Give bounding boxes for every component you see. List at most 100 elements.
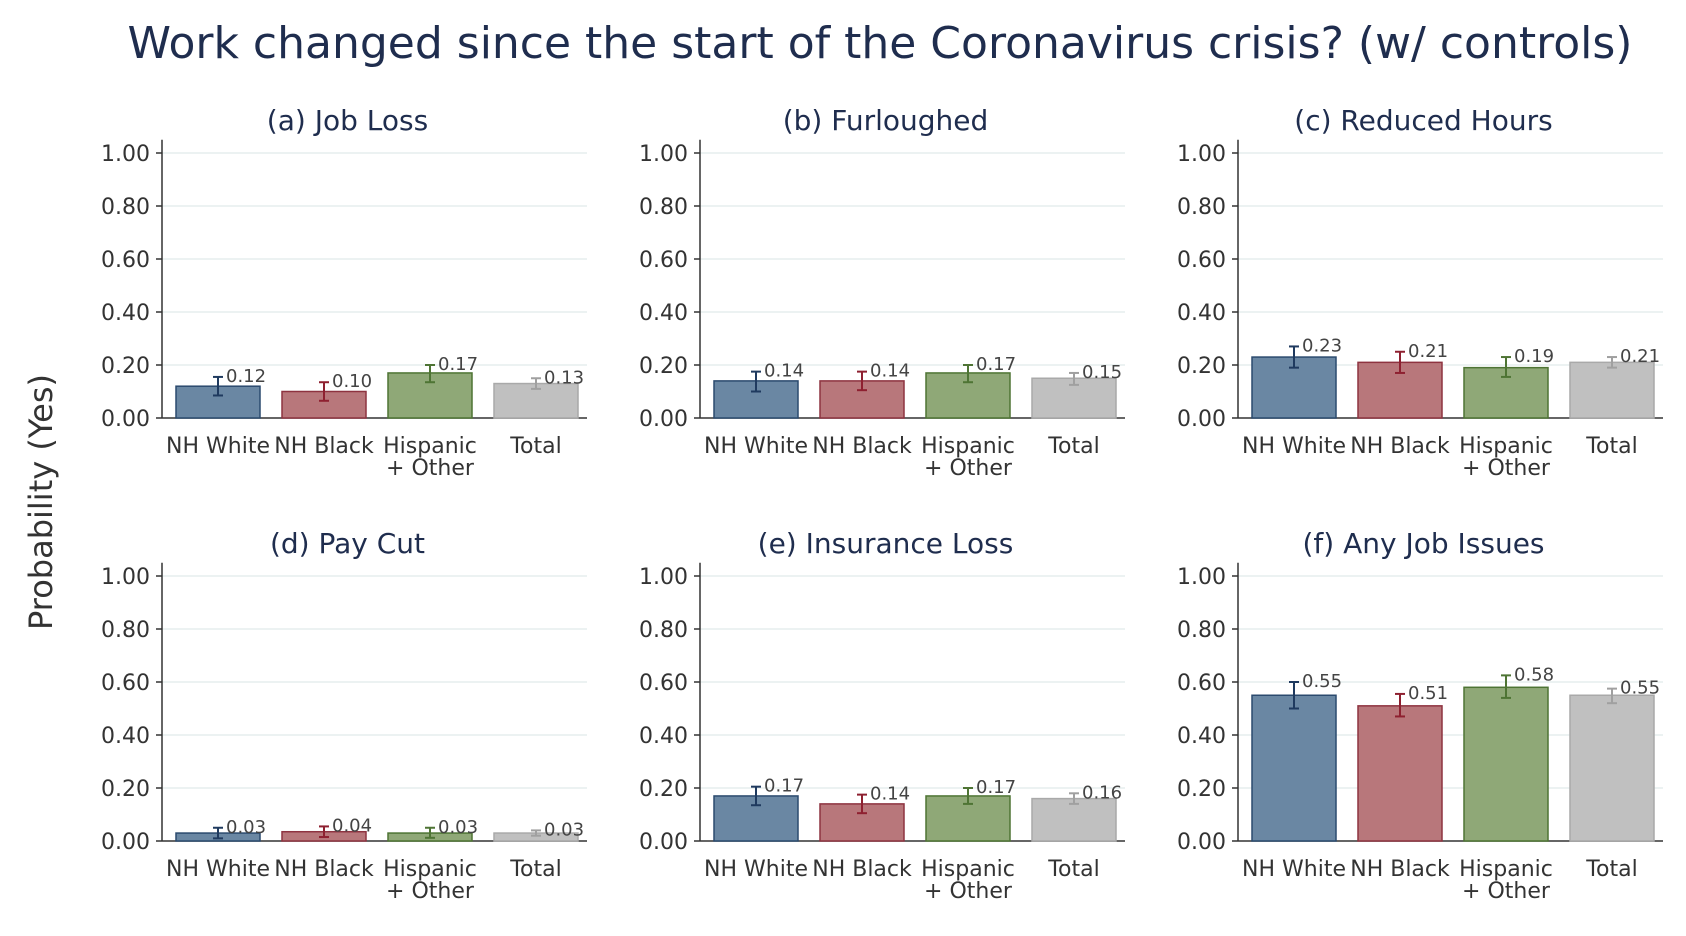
data-label: 0.12 <box>226 366 266 387</box>
panel-title: (d) Pay Cut <box>270 527 425 560</box>
data-label: 0.51 <box>1408 683 1448 704</box>
x-tick-label-line: NH White <box>704 434 808 459</box>
data-label: 0.16 <box>1082 782 1122 803</box>
bar-hispanic <box>1463 686 1549 842</box>
y-tick-label: 0.00 <box>101 407 150 432</box>
data-label: 0.17 <box>764 776 804 797</box>
x-tick-label: Hispanic + Other <box>383 434 477 481</box>
x-tick-label: NH White <box>1242 857 1346 882</box>
bar-total <box>1569 694 1655 842</box>
y-tick-label: 0.20 <box>1177 354 1226 379</box>
data-label: 0.03 <box>544 819 584 840</box>
y-tick-label: 0.80 <box>639 195 688 220</box>
y-tick-label: 0.40 <box>1177 724 1226 749</box>
y-tick-label: 0.40 <box>101 724 150 749</box>
y-tick-label: 0.40 <box>639 301 688 326</box>
x-tick-label: Hispanic + Other <box>921 857 1015 904</box>
y-tick-label: 0.20 <box>101 354 150 379</box>
x-tick-label: Total <box>509 434 561 459</box>
data-label: 0.21 <box>1408 341 1448 362</box>
x-tick-label-line: + Other <box>924 456 1013 481</box>
x-tick-label-line: NH Black <box>812 434 912 459</box>
x-tick-label-line: NH Black <box>274 434 374 459</box>
x-tick-label: Total <box>1047 434 1099 459</box>
x-tick-label-line: Hispanic <box>1459 857 1553 882</box>
x-tick-label: Hispanic + Other <box>383 857 477 904</box>
y-tick-label: 0.60 <box>1177 248 1226 273</box>
y-tick-label: 0.80 <box>101 618 150 643</box>
x-tick-label: Total <box>1047 857 1099 882</box>
x-tick-label-line: + Other <box>924 879 1013 904</box>
x-tick-label: Total <box>509 857 561 882</box>
y-tick-label: 1.00 <box>1177 565 1226 590</box>
panel-title: (c) Reduced Hours <box>1294 104 1552 137</box>
x-tick-label: Hispanic + Other <box>1459 857 1553 904</box>
data-label: 0.23 <box>1302 335 1342 356</box>
x-tick-label: NH Black <box>812 857 912 882</box>
x-tick-label: NH Black <box>812 434 912 459</box>
x-tick-label: Hispanic + Other <box>921 434 1015 481</box>
panel-title: (f) Any Job Issues <box>1302 527 1544 560</box>
data-label: 0.55 <box>1620 678 1660 699</box>
x-tick-label: Total <box>1585 857 1637 882</box>
data-label: 0.03 <box>226 817 266 838</box>
x-tick-label-line: Total <box>1585 434 1637 459</box>
data-label: 0.58 <box>1514 664 1554 685</box>
y-tick-label: 0.20 <box>1177 777 1226 802</box>
data-label: 0.55 <box>1302 671 1342 692</box>
y-tick-label: 0.60 <box>639 248 688 273</box>
y-tick-label: 0.40 <box>101 301 150 326</box>
data-label: 0.04 <box>332 815 372 836</box>
data-label: 0.14 <box>870 361 910 382</box>
y-tick-label: 0.80 <box>1177 618 1226 643</box>
y-tick-label: 1.00 <box>639 142 688 167</box>
y-tick-label: 0.00 <box>101 830 150 855</box>
x-tick-label-line: Total <box>1047 434 1099 459</box>
y-axis-label: Probability (Yes) <box>22 374 60 630</box>
x-tick-label: NH Black <box>274 857 374 882</box>
y-tick-label: 1.00 <box>101 565 150 590</box>
x-tick-label: NH White <box>704 434 808 459</box>
y-tick-label: 0.20 <box>639 777 688 802</box>
bar-nh-black <box>1357 705 1443 842</box>
panel-title: (b) Furloughed <box>783 104 989 137</box>
y-tick-label: 0.80 <box>1177 195 1226 220</box>
x-tick-label: NH White <box>704 857 808 882</box>
y-tick-label: 1.00 <box>639 565 688 590</box>
x-tick-label-line: NH White <box>166 857 270 882</box>
data-label: 0.03 <box>438 817 478 838</box>
x-tick-label: NH Black <box>1350 434 1450 459</box>
x-tick-label: NH White <box>166 434 270 459</box>
chart-title: Work changed since the start of the Coro… <box>128 18 1633 69</box>
x-tick-label-line: Hispanic <box>921 434 1015 459</box>
y-tick-label: 0.20 <box>639 354 688 379</box>
x-tick-label-line: + Other <box>386 879 475 904</box>
x-tick-label-line: Hispanic <box>921 857 1015 882</box>
x-tick-label-line: Total <box>509 434 561 459</box>
x-tick-label-line: NH Black <box>1350 857 1450 882</box>
x-tick-label: Hispanic + Other <box>1459 434 1553 481</box>
x-tick-label-line: NH White <box>704 857 808 882</box>
bar-nh-white <box>1251 694 1337 842</box>
x-tick-label: Total <box>1585 434 1637 459</box>
y-tick-label: 0.60 <box>1177 671 1226 696</box>
y-tick-label: 0.20 <box>101 777 150 802</box>
bar-total <box>1569 361 1655 419</box>
data-label: 0.17 <box>976 777 1016 798</box>
y-tick-label: 1.00 <box>1177 142 1226 167</box>
bar-nh-white <box>175 385 261 419</box>
chart-panels: (a) Job Loss 0.00 0.20 0.40 0.60 0.80 1.00 0.12… <box>101 104 1663 904</box>
data-label: 0.10 <box>332 371 372 392</box>
x-tick-label-line: Hispanic <box>383 434 477 459</box>
data-label: 0.17 <box>438 354 478 375</box>
x-tick-label-line: + Other <box>1462 456 1551 481</box>
y-tick-label: 0.80 <box>639 618 688 643</box>
y-tick-label: 0.80 <box>101 195 150 220</box>
x-tick-label-line: NH Black <box>812 857 912 882</box>
data-label: 0.19 <box>1514 346 1554 367</box>
x-tick-label-line: NH White <box>1242 857 1346 882</box>
y-tick-label: 0.00 <box>639 830 688 855</box>
panel-title: (e) Insurance Loss <box>758 527 1014 560</box>
